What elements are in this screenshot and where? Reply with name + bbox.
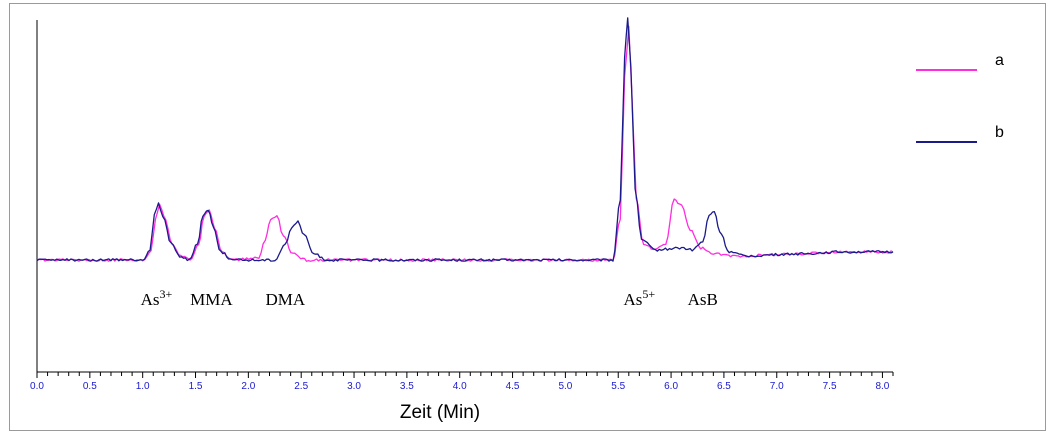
labels-layer: As3+ MMA DMA As5+ AsB [141, 287, 718, 309]
x-tick-label: 3.5 [400, 381, 414, 392]
legend-label-b: b [995, 124, 1004, 141]
x-tick-label: 3.0 [347, 381, 361, 392]
legend: ab [916, 52, 1004, 143]
series-layer [36, 17, 894, 262]
x-tick-label: 2.0 [241, 381, 255, 392]
peak-label: DMA [266, 290, 306, 309]
peak-label: As5+ [624, 287, 656, 309]
peak-label: AsB [688, 290, 718, 309]
chart-frame [9, 3, 1046, 431]
peak-label: As3+ [141, 287, 173, 309]
x-tick-label: 5.5 [611, 381, 625, 392]
series-line-b [36, 17, 894, 262]
peak-label: MMA [190, 290, 233, 309]
x-tick-label: 7.5 [823, 381, 837, 392]
x-tick-label: 4.0 [453, 381, 467, 392]
series-line-a [36, 25, 894, 262]
x-tick-label: 0.0 [30, 381, 44, 392]
legend-label-a: a [995, 52, 1004, 69]
axes: 0.0 0.5 1.0 1.5 2.0 2.5 3.0 3.5 4.0 4.5 5.0 5.5 6.0 6… [30, 20, 894, 392]
x-tick-label: 4.5 [506, 381, 520, 392]
x-tick-label: 7.0 [770, 381, 784, 392]
x-axis-title: Zeit (Min) [400, 402, 480, 423]
x-tick-label: 6.0 [664, 381, 678, 392]
x-tick-label: 0.5 [83, 381, 97, 392]
x-tick-label: 6.5 [717, 381, 731, 392]
x-tick-label: 2.5 [294, 381, 308, 392]
x-tick-label: 8.0 [875, 381, 889, 392]
x-tick-label: 1.5 [189, 381, 203, 392]
x-tick-label: 5.0 [558, 381, 572, 392]
x-tick-label: 1.0 [136, 381, 150, 392]
